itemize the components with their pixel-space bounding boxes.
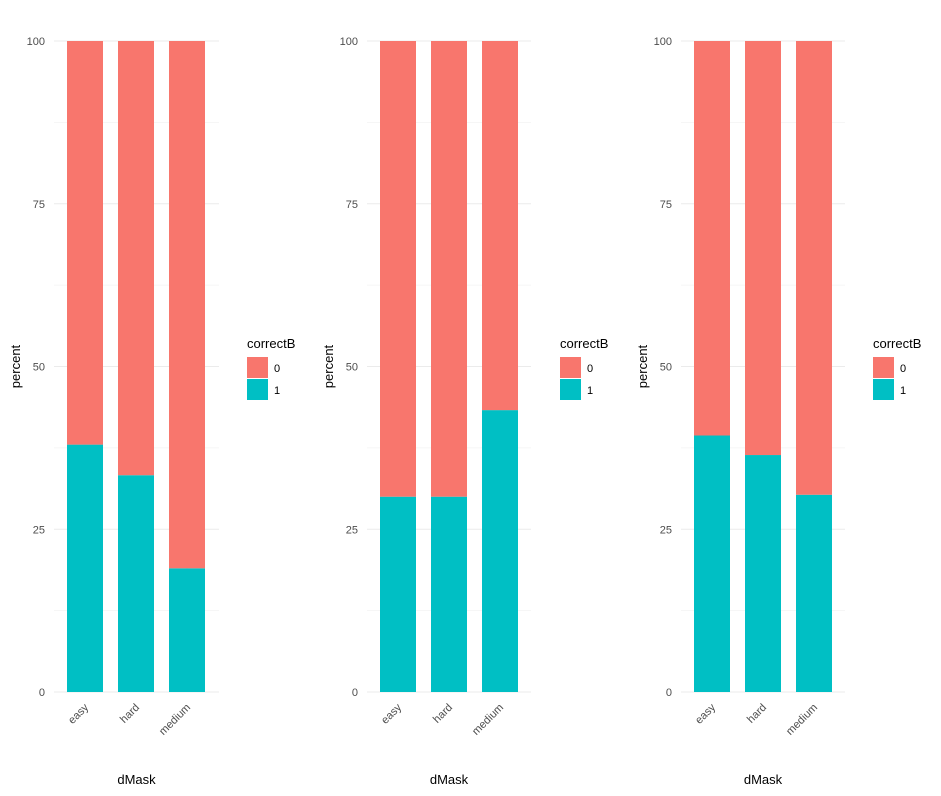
bar-easy-correctB-0 bbox=[694, 41, 730, 436]
legend-label-1: 1 bbox=[274, 385, 280, 397]
bar-hard-correctB-1 bbox=[745, 455, 781, 692]
x-tick-label-medium: medium bbox=[470, 702, 506, 738]
legend-swatch-1 bbox=[560, 379, 581, 400]
bar-hard-correctB-0 bbox=[118, 41, 154, 476]
legend-label-1: 1 bbox=[900, 385, 906, 397]
legend-swatch-1 bbox=[247, 379, 268, 400]
x-tick-label-hard: hard bbox=[431, 702, 455, 726]
bar-medium-correctB-0 bbox=[169, 41, 205, 569]
y-axis-title: percent bbox=[8, 344, 23, 388]
x-tick-label-hard: hard bbox=[118, 702, 142, 726]
legend-title: correctB bbox=[247, 336, 295, 351]
legend-swatch-0 bbox=[560, 357, 581, 378]
y-tick-label: 50 bbox=[660, 362, 672, 374]
y-tick-label: 100 bbox=[27, 36, 45, 48]
bar-medium-correctB-1 bbox=[169, 568, 205, 692]
legend-label-0: 0 bbox=[274, 363, 280, 375]
y-tick-label: 0 bbox=[39, 687, 45, 699]
bar-hard-correctB-0 bbox=[431, 41, 467, 497]
y-tick-label: 75 bbox=[660, 199, 672, 211]
y-tick-label: 0 bbox=[352, 687, 358, 699]
x-tick-label-easy: easy bbox=[379, 701, 404, 726]
chart-panel-3: 0 25 50 75 100 easy hard medium dMask percent corr… bbox=[635, 36, 921, 787]
bar-easy-correctB-1 bbox=[67, 444, 103, 692]
legend-swatch-0 bbox=[873, 357, 894, 378]
y-tick-label: 25 bbox=[346, 524, 358, 536]
y-tick-label: 75 bbox=[346, 199, 358, 211]
legend: correctB 0 1 bbox=[873, 336, 921, 400]
chart-panel-2: 0 25 50 75 100 easy hard medium dMask percent corr… bbox=[321, 36, 608, 787]
x-tick-label-easy: easy bbox=[66, 701, 91, 726]
y-tick-label: 100 bbox=[654, 36, 672, 48]
bar-medium-correctB-1 bbox=[796, 494, 832, 692]
legend-swatch-0 bbox=[247, 357, 268, 378]
y-tick-label: 50 bbox=[346, 362, 358, 374]
x-tick-label-medium: medium bbox=[784, 702, 820, 738]
legend-label-0: 0 bbox=[900, 363, 906, 375]
bar-easy-correctB-0 bbox=[380, 41, 416, 497]
bar-medium-correctB-1 bbox=[482, 410, 518, 692]
legend: correctB 0 1 bbox=[560, 336, 608, 400]
bar-easy-correctB-1 bbox=[694, 435, 730, 692]
x-tick-label-medium: medium bbox=[157, 702, 193, 738]
bar-medium-correctB-0 bbox=[482, 41, 518, 411]
y-tick-label: 100 bbox=[340, 36, 358, 48]
y-tick-label: 25 bbox=[660, 524, 672, 536]
bar-hard-correctB-1 bbox=[118, 475, 154, 692]
x-tick-label-hard: hard bbox=[745, 702, 769, 726]
x-tick-label-easy: easy bbox=[693, 701, 718, 726]
y-tick-label: 25 bbox=[33, 524, 45, 536]
legend-label-1: 1 bbox=[587, 385, 593, 397]
x-axis-title: dMask bbox=[430, 772, 469, 787]
legend-title: correctB bbox=[560, 336, 608, 351]
bar-hard-correctB-0 bbox=[745, 41, 781, 456]
bar-easy-correctB-1 bbox=[380, 496, 416, 692]
y-axis-title: percent bbox=[635, 344, 650, 388]
bar-hard-correctB-1 bbox=[431, 496, 467, 692]
legend: correctB 0 1 bbox=[247, 336, 295, 400]
legend-label-0: 0 bbox=[587, 363, 593, 375]
y-tick-label: 0 bbox=[666, 687, 672, 699]
y-axis-title: percent bbox=[321, 344, 336, 388]
legend-swatch-1 bbox=[873, 379, 894, 400]
y-tick-label: 75 bbox=[33, 199, 45, 211]
bar-medium-correctB-0 bbox=[796, 41, 832, 495]
x-axis-title: dMask bbox=[117, 772, 156, 787]
legend-title: correctB bbox=[873, 336, 921, 351]
bar-easy-correctB-0 bbox=[67, 41, 103, 445]
y-tick-label: 50 bbox=[33, 362, 45, 374]
chart-panel-1: 0 25 50 75 100 easy hard medium dMask percent corr… bbox=[8, 36, 295, 787]
x-axis-title: dMask bbox=[744, 772, 783, 787]
